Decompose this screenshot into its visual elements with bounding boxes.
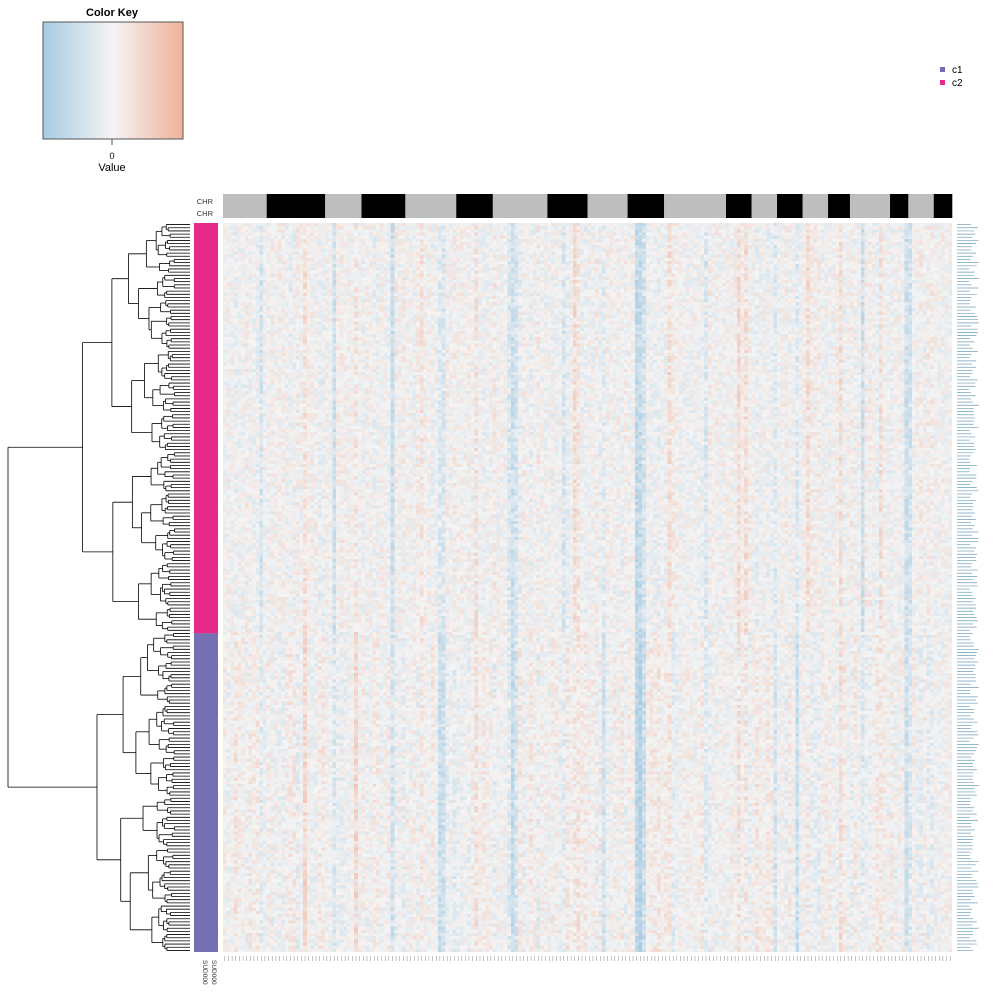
chr-block	[777, 194, 803, 218]
legend-label-c1: c1	[952, 65, 963, 76]
heatmap-body	[223, 223, 952, 952]
row-group-c1	[194, 633, 218, 952]
chr-label-2: CHR	[197, 209, 214, 218]
chr-label-1: CHR	[197, 197, 214, 206]
chr-block	[933, 194, 953, 218]
chr-block	[456, 194, 494, 218]
color-key-xlabel: Value	[98, 162, 125, 174]
chr-block	[223, 194, 268, 218]
chr-block	[627, 194, 665, 218]
bottom-label-1: SUD000	[201, 960, 208, 985]
chr-block	[492, 194, 548, 218]
legend-swatch-c2	[940, 80, 945, 85]
heatmap-cells	[223, 223, 952, 952]
legend-label-c2: c2	[952, 78, 963, 89]
bottom-labels: SUD000 SUD000	[201, 960, 217, 985]
chr-block	[849, 194, 891, 218]
chr-annotation-labels: CHR CHR	[197, 197, 214, 218]
chr-block	[266, 194, 326, 218]
chr-block	[908, 194, 935, 218]
chr-block	[751, 194, 778, 218]
chr-block	[828, 194, 851, 218]
chr-block	[726, 194, 752, 218]
chr-block	[361, 194, 406, 218]
bottom-label-2: SUD000	[210, 960, 217, 985]
chr-block	[890, 194, 909, 218]
column-ticks	[224, 956, 951, 961]
chr-annotation-bar	[223, 194, 953, 218]
color-key-gradient	[42, 21, 184, 140]
chr-block	[547, 194, 588, 218]
chr-block	[405, 194, 457, 218]
chr-block	[325, 194, 362, 218]
row-group-c2	[194, 223, 218, 634]
color-key-tick-label: 0	[109, 151, 114, 161]
chr-block	[587, 194, 628, 218]
row-labels	[957, 224, 979, 951]
color-key-title: Color Key	[86, 7, 139, 19]
row-group-bar	[194, 223, 218, 952]
chr-block	[802, 194, 829, 218]
color-key: Color Key 0 Value	[42, 7, 184, 174]
legend-swatch-c1	[940, 67, 945, 72]
row-dendrogram	[7, 224, 190, 951]
chr-block	[664, 194, 727, 218]
